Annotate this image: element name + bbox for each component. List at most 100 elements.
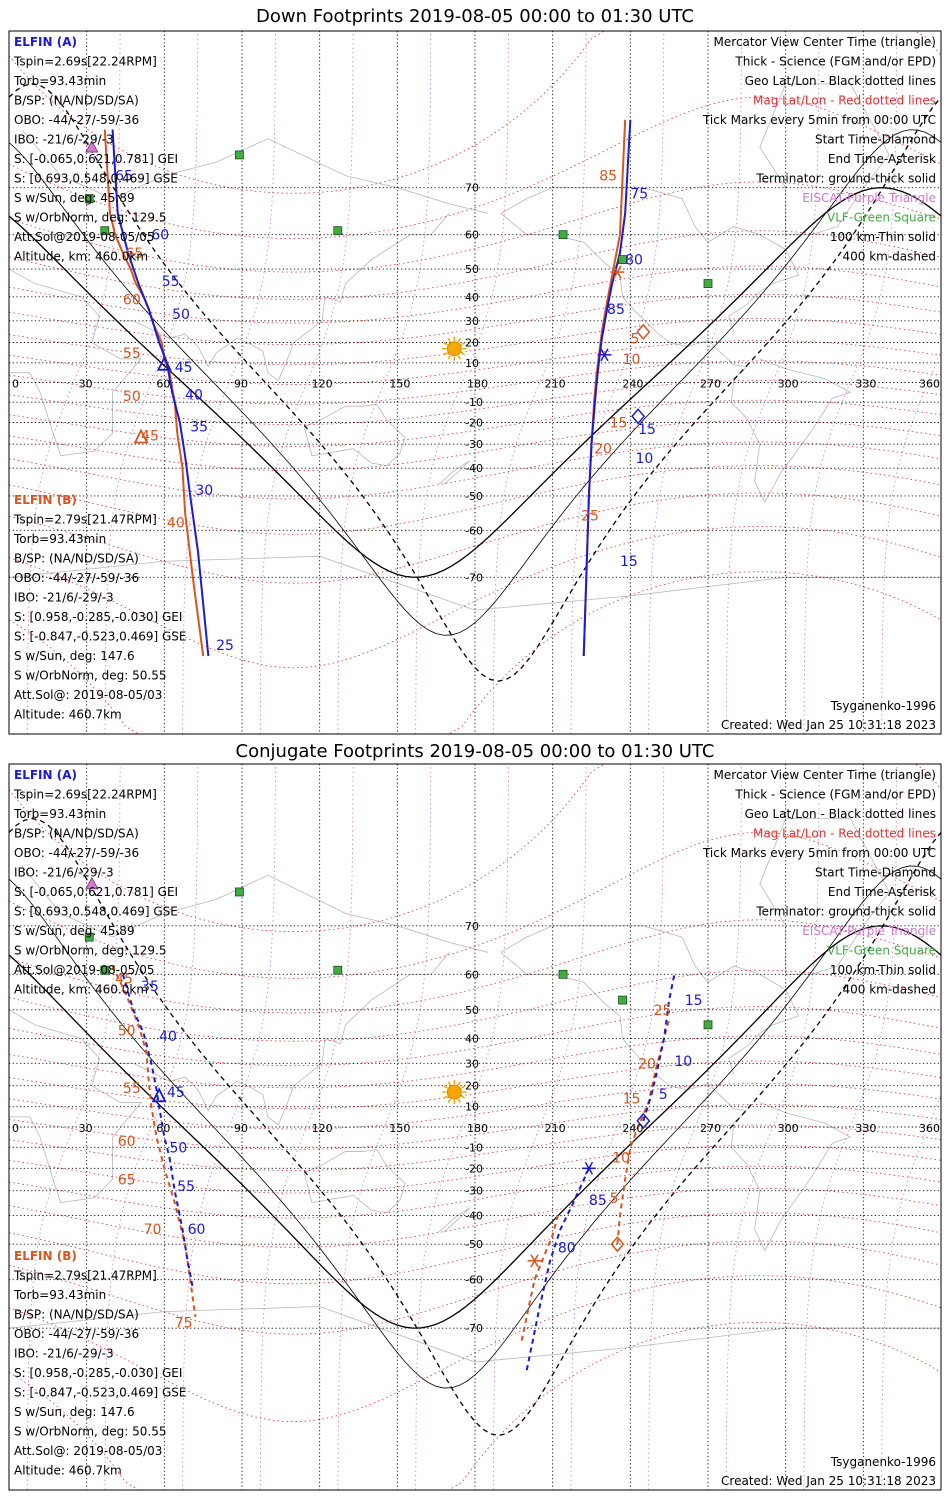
mag-lon-line xyxy=(881,349,941,734)
lon-tick-label: 180 xyxy=(467,1122,488,1135)
sat-a-line: Altitude, km: 460.0km xyxy=(14,250,148,264)
lon-tick-label: 210 xyxy=(545,1122,566,1135)
map-area: 65 60 65 55 60 50 55 45 50 40 45 35 30 40 25 85 75 80 85 5 1… xyxy=(9,31,941,734)
mag-lon-line xyxy=(492,31,587,734)
mag-lon-line xyxy=(492,764,587,1490)
track-tick-label: 45 xyxy=(141,428,159,444)
track-a-1 xyxy=(121,974,194,1289)
legend-item: Mag Lat/Lon - Red dotted lines xyxy=(753,94,936,108)
sat-b-line: Torb=93.43min xyxy=(13,1288,106,1302)
lon-tick-label: 150 xyxy=(389,378,410,391)
lat-tick-label: -10 xyxy=(465,1141,483,1154)
geo-grid xyxy=(9,31,941,734)
sat-a-line: S: [0.693,0.548,0.469] GSE xyxy=(14,172,178,186)
asterisk-stroke xyxy=(584,1161,594,1175)
lon-tick-label: 240 xyxy=(622,378,643,391)
track-tick-label: 75 xyxy=(630,186,648,202)
mag-lat-line xyxy=(9,96,941,239)
sat-b-line: S: [0.958,-0.285,-0.030] GEI xyxy=(14,1366,182,1380)
terminator-100km xyxy=(9,865,941,1389)
mag-lon-line xyxy=(803,31,898,734)
sun-icon xyxy=(442,336,467,361)
track-tick-label: 45 xyxy=(115,971,133,987)
track-tick-label: 20 xyxy=(638,1056,656,1072)
sat-a-line: Tspin=2.69s[22.24RPM] xyxy=(13,55,157,69)
legend-item: VLF-Green Square xyxy=(827,944,936,958)
sun-disc xyxy=(446,341,462,357)
coastline-7 xyxy=(759,83,890,236)
lon-tick-label: 330 xyxy=(855,378,876,391)
sat-b-line: B/SP: (NA/ND/SD/SA) xyxy=(14,1308,139,1322)
lon-tick-label: 210 xyxy=(545,378,566,391)
sun-ray xyxy=(443,1095,448,1099)
coastline-5 xyxy=(500,952,852,1252)
sat-b-line: OBO: -44/-27/-59/-36 xyxy=(14,571,139,585)
mag-lon-line xyxy=(182,764,276,1490)
lon-tick-label: 120 xyxy=(312,1122,333,1135)
sat-b-info: ELFIN (B) Tspin=2.79s[21.47RPM] Torb=93.43… xyxy=(13,493,187,722)
lon-tick-label: 360 xyxy=(919,378,940,391)
mag-lon-line xyxy=(415,764,509,1490)
track-tick-label: 10 xyxy=(612,1151,630,1167)
track-tick-label: 50 xyxy=(172,307,190,323)
sat-a-line: S w/Sun, deg: 45.89 xyxy=(14,191,135,205)
track-tick-label: 40 xyxy=(167,516,185,532)
mag-lon-line xyxy=(104,31,199,734)
sun-ray xyxy=(457,1081,461,1086)
track-tick-label: 10 xyxy=(674,1054,692,1070)
lat-tick-label: 30 xyxy=(465,315,479,328)
track-tick-label: 85 xyxy=(607,302,625,318)
sat-a-info: ELFIN (A) Tspin=2.69s[22.24RPM] Torb=93.43… xyxy=(13,35,178,264)
asterisk-stroke xyxy=(613,265,622,279)
mag-lon-line xyxy=(725,31,820,734)
eiscat-triangle xyxy=(85,140,99,153)
lat-tick-label: 20 xyxy=(465,1080,479,1093)
sun-ray xyxy=(460,1095,466,1099)
sun-ray xyxy=(457,1098,461,1103)
legend-item: EISCAT-Purple Triangle xyxy=(802,191,936,205)
sat-a-line: ELFIN (A) xyxy=(14,35,77,49)
mag-lon-line xyxy=(803,764,898,1490)
track-tick-label: 25 xyxy=(216,638,234,654)
lon-tick-label: 270 xyxy=(700,1122,721,1135)
sat-a-line: S w/OrbNorm, deg: 129.5 xyxy=(14,211,166,225)
mag-lat-line xyxy=(9,1144,941,1194)
track-tick-label: 75 xyxy=(175,1315,193,1331)
mag-lon-line xyxy=(415,31,509,734)
lat-tick-label: 50 xyxy=(465,1004,479,1017)
sun-icon xyxy=(442,1080,467,1105)
sun-ray xyxy=(460,352,466,356)
lat-tick-label: -70 xyxy=(465,571,483,584)
legend-item: Mercator View Center Time (triangle) xyxy=(714,768,936,782)
vlf-square xyxy=(703,279,713,288)
track-tick-label: 55 xyxy=(123,1081,141,1097)
terminator-ground xyxy=(9,925,941,1329)
mag-lon-line xyxy=(648,764,742,1490)
mag-lon-grid xyxy=(26,31,941,734)
lat-tick-label: 10 xyxy=(465,1101,479,1114)
lat-tick-label: -50 xyxy=(465,490,483,503)
mag-lon-line xyxy=(570,764,665,1490)
mag-lat-line xyxy=(9,265,941,324)
lon-tick-label: 270 xyxy=(700,378,721,391)
vlf-square xyxy=(618,255,627,265)
vlf-square xyxy=(703,1020,713,1030)
coastline-1 xyxy=(9,1009,142,1204)
lon-tick-label: 330 xyxy=(855,1122,876,1135)
mag-lon-line xyxy=(337,764,432,1490)
track-tick-label: 25 xyxy=(581,509,599,525)
track-tick-label: 15 xyxy=(610,416,628,432)
legend-item: End Time-Asterisk xyxy=(828,885,936,899)
legend: Mercator View Center Time (triangle) Thic… xyxy=(702,35,936,264)
sat-b-line: S: [-0.847,-0.523,0.469] GSE xyxy=(14,630,187,644)
mag-lon-line xyxy=(26,31,121,734)
sun-ray xyxy=(443,342,448,346)
legend-item: 400 km-dashed xyxy=(842,983,936,997)
mag-lat-line xyxy=(9,293,941,345)
plot-frame xyxy=(8,763,942,1491)
track-tick-label: 15 xyxy=(620,554,638,570)
vlf-square xyxy=(235,150,244,160)
coastline-2 xyxy=(99,952,450,1126)
track-tick-label: 85 xyxy=(599,169,617,185)
lon-tick-label: 150 xyxy=(389,1122,410,1135)
